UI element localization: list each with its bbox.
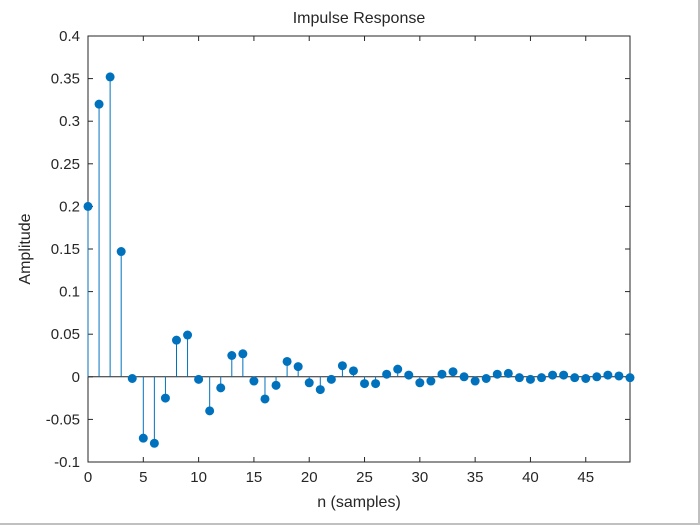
- svg-text:20: 20: [301, 469, 318, 486]
- svg-text:35: 35: [467, 469, 484, 486]
- svg-text:15: 15: [246, 469, 263, 486]
- svg-text:30: 30: [411, 469, 428, 486]
- svg-text:10: 10: [190, 469, 207, 486]
- chart-title: Impulse Response: [292, 10, 426, 27]
- svg-text:0.05: 0.05: [51, 326, 80, 343]
- svg-text:0.4: 0.4: [59, 28, 80, 45]
- svg-text:0.15: 0.15: [51, 241, 80, 258]
- svg-text:0: 0: [72, 369, 80, 386]
- svg-text:-0.1: -0.1: [54, 454, 80, 471]
- svg-text:40: 40: [522, 469, 539, 486]
- svg-text:45: 45: [577, 469, 594, 486]
- svg-text:-0.05: -0.05: [46, 411, 80, 428]
- svg-text:0.2: 0.2: [59, 198, 80, 215]
- svg-text:25: 25: [356, 469, 373, 486]
- svg-text:5: 5: [139, 469, 147, 486]
- svg-text:0.25: 0.25: [51, 156, 80, 173]
- x-axis-label: n (samples): [317, 494, 401, 511]
- svg-text:0.1: 0.1: [59, 284, 80, 301]
- svg-text:0: 0: [84, 469, 92, 486]
- svg-text:0.35: 0.35: [51, 71, 80, 88]
- svg-text:0.3: 0.3: [59, 113, 80, 130]
